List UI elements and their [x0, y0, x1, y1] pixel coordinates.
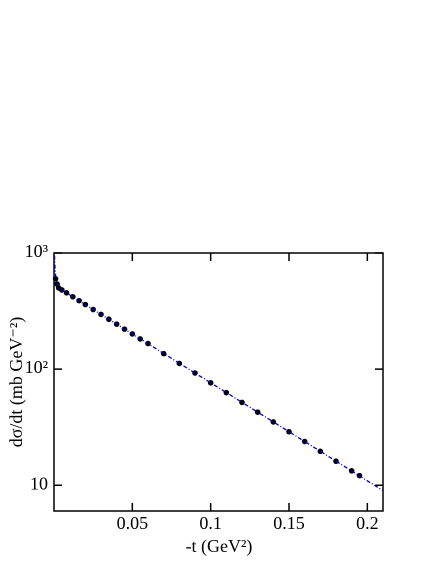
x-tick-label: 0.15 — [273, 513, 305, 533]
x-tick-label: 0.1 — [199, 513, 222, 533]
y-tick-label: 10 — [30, 473, 48, 493]
x-tick-label: 0.2 — [356, 513, 379, 533]
data-point — [70, 293, 76, 300]
x-axis-label: -t (GeV²) — [186, 536, 253, 557]
plot-frame — [53, 252, 384, 512]
y-axis-label: dσ/dt (mb GeV⁻²) — [6, 317, 27, 448]
y-tick-label: 10³ — [25, 241, 49, 261]
y-tick-label: 10² — [25, 357, 48, 377]
fit-line — [53, 255, 384, 492]
x-tick-label: 0.05 — [117, 513, 149, 533]
